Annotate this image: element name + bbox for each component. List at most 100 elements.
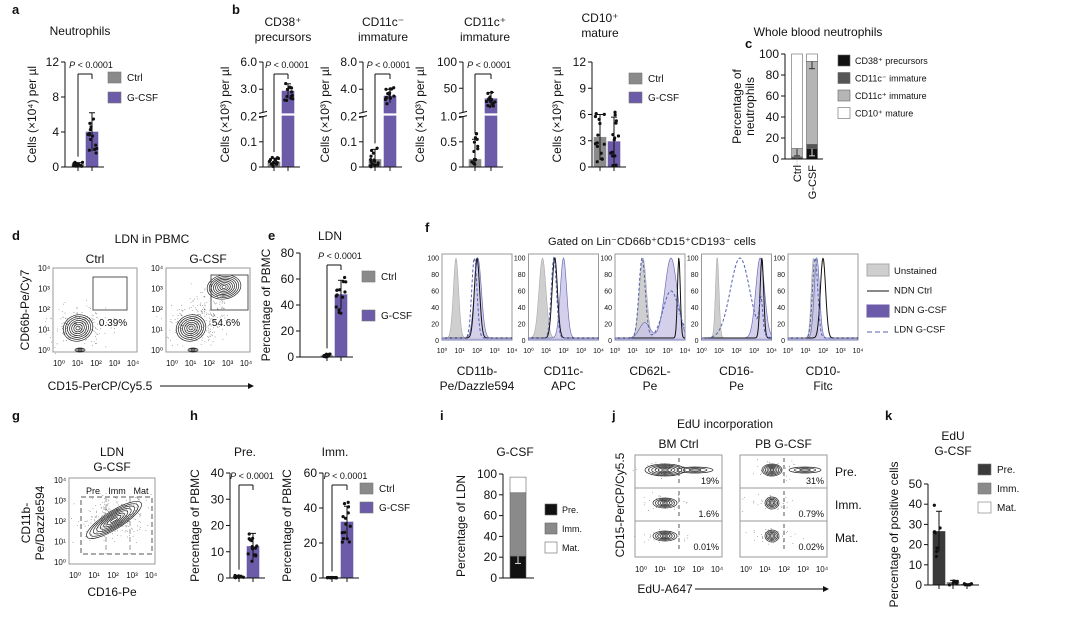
event-dot — [71, 517, 72, 519]
legend-label: Pre. — [997, 465, 1015, 476]
contour — [644, 463, 686, 477]
event-dot — [753, 530, 755, 531]
gate-percentage: 1.6% — [698, 509, 719, 519]
data-point — [346, 505, 351, 509]
marker-label: Pe — [643, 379, 658, 393]
event-dot — [204, 325, 205, 327]
data-point — [602, 112, 606, 116]
event-dot — [62, 333, 64, 335]
event-dot — [223, 295, 225, 296]
event-dot — [757, 466, 759, 467]
data-point — [341, 515, 345, 519]
data-point — [384, 87, 388, 91]
data-point — [593, 142, 598, 146]
event-dot — [100, 504, 102, 506]
y-tick-label: 20 — [304, 536, 318, 550]
event-dot — [770, 528, 772, 529]
event-dot — [664, 502, 666, 504]
event-dot — [51, 341, 52, 343]
contour — [106, 515, 122, 525]
y-tick-label: 60 — [766, 89, 780, 103]
event-dot — [96, 338, 97, 340]
event-dot — [665, 535, 667, 537]
data-point — [346, 500, 350, 505]
y-axis-label: Cells (×10⁴) per µl — [25, 66, 39, 163]
event-dot — [762, 541, 764, 542]
event-dot — [181, 314, 183, 316]
event-dot — [121, 504, 122, 505]
plot-frame — [68, 477, 156, 565]
y-tick-label: 20 — [211, 519, 225, 533]
event-dot — [139, 528, 141, 530]
legend-label: Ctrl — [381, 272, 397, 283]
event-dot — [672, 468, 673, 470]
legend-swatch-1 — [628, 91, 643, 104]
event-dot — [97, 532, 99, 534]
y-axis-label: Cells (×10³) per µl — [550, 67, 564, 163]
data-point — [347, 540, 351, 544]
event-dot — [182, 310, 184, 312]
event-dot — [677, 535, 679, 537]
data-point — [614, 119, 618, 123]
event-dot — [644, 534, 646, 536]
y-tick-label: 60 — [484, 509, 498, 523]
event-dot — [635, 469, 637, 471]
chart-title: Imm. — [322, 445, 349, 459]
data-point — [600, 157, 604, 161]
y-tick-label: 20 — [281, 324, 295, 338]
x-tick-label: 10⁰ — [437, 347, 448, 355]
event-dot — [56, 330, 58, 332]
data-point — [342, 275, 347, 280]
event-dot — [96, 523, 98, 525]
event-dot — [103, 501, 105, 503]
y-tick-label: 20 — [777, 322, 785, 329]
y-tick-label: 20 — [909, 538, 923, 552]
data-point — [335, 288, 339, 292]
event-dot — [132, 536, 134, 537]
event-dot — [116, 501, 118, 503]
data-point — [274, 162, 279, 166]
event-dot — [95, 328, 97, 330]
contour — [654, 466, 676, 474]
event-dot — [189, 334, 191, 336]
event-dot — [214, 303, 216, 305]
event-dot — [85, 322, 87, 324]
event-dot — [213, 327, 215, 329]
chart-title: Neutrophils — [50, 24, 111, 38]
legend-label: Imm. — [562, 524, 582, 534]
event-dot — [80, 328, 82, 329]
x-tick-label: 10³ — [692, 565, 704, 574]
event-dot — [95, 516, 97, 518]
event-dot — [201, 329, 203, 330]
event-dot — [78, 521, 80, 522]
event-dot — [632, 470, 634, 471]
y-tick-label: 0 — [217, 571, 224, 585]
event-dot — [116, 498, 118, 499]
legend-swatch — [544, 541, 558, 554]
event-dot — [786, 479, 788, 481]
event-dot — [221, 308, 222, 310]
y-tick-label: 4 — [52, 125, 59, 139]
data-point — [89, 125, 93, 129]
data-point — [472, 140, 477, 144]
event-dot — [684, 538, 685, 540]
row-label: Pre. — [835, 465, 857, 479]
event-dot — [69, 338, 71, 339]
event-dot — [672, 502, 674, 504]
data-point — [80, 160, 85, 164]
legend-swatch-1 — [977, 482, 992, 495]
event-dot — [126, 499, 127, 501]
event-dot — [203, 312, 205, 314]
event-dot — [757, 504, 759, 506]
event-dot — [178, 327, 180, 329]
event-dot — [95, 516, 96, 518]
event-dot — [74, 316, 76, 317]
event-dot — [95, 336, 96, 337]
event-dot — [214, 315, 216, 317]
axis-break-gap — [359, 113, 404, 116]
event-dot — [655, 462, 657, 463]
x-tick-label: 10² — [778, 565, 790, 574]
legend-swatch — [837, 72, 851, 84]
event-dot — [214, 302, 215, 304]
event-dot — [221, 306, 223, 308]
